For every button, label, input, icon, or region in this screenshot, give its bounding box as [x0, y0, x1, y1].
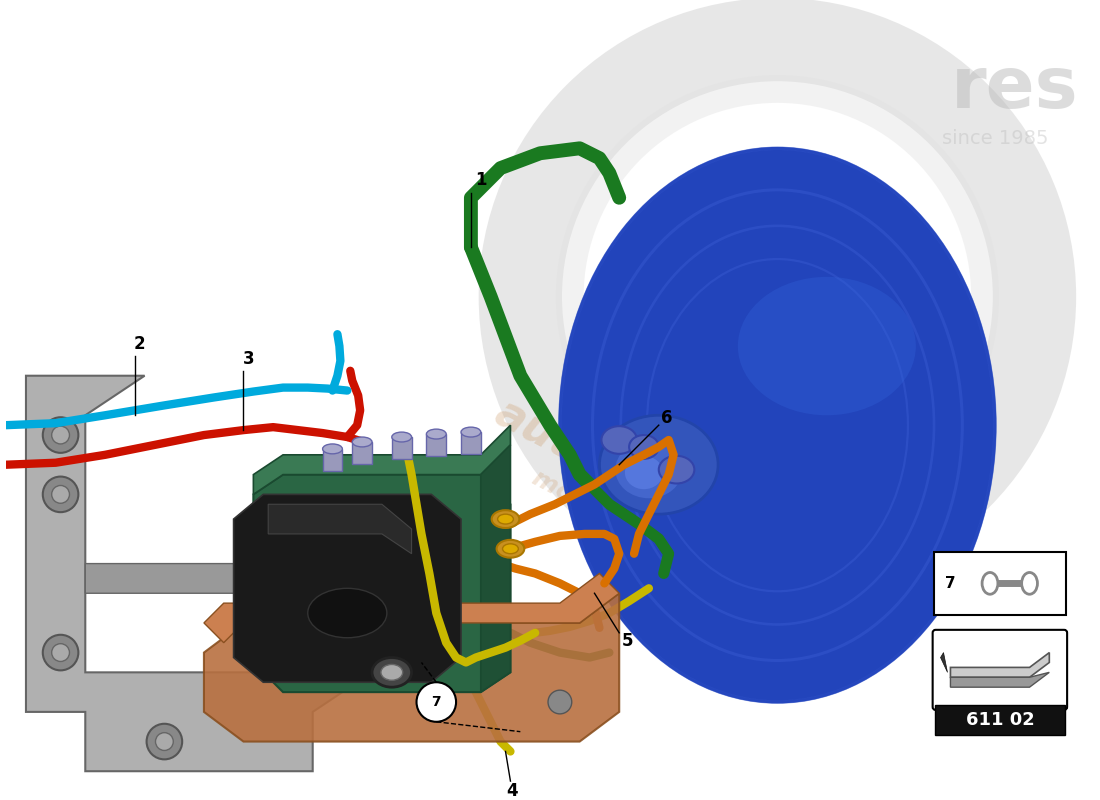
Ellipse shape [629, 435, 659, 458]
Ellipse shape [560, 148, 994, 702]
Text: 7: 7 [431, 695, 441, 709]
Polygon shape [233, 494, 461, 682]
Polygon shape [253, 474, 510, 692]
Ellipse shape [600, 415, 718, 514]
Circle shape [417, 682, 456, 722]
Polygon shape [204, 574, 619, 642]
Circle shape [52, 486, 69, 503]
FancyBboxPatch shape [935, 705, 1065, 734]
Circle shape [43, 634, 78, 670]
Circle shape [155, 733, 174, 750]
Circle shape [43, 418, 78, 453]
Circle shape [548, 690, 572, 714]
Ellipse shape [1022, 573, 1037, 594]
Bar [392, 437, 411, 458]
Polygon shape [950, 653, 1049, 678]
Polygon shape [481, 445, 510, 692]
Bar [461, 432, 481, 454]
Text: 6: 6 [661, 410, 672, 427]
Text: 5: 5 [621, 632, 632, 650]
Circle shape [52, 644, 69, 662]
Polygon shape [950, 672, 1049, 687]
Text: since 1985: since 1985 [942, 129, 1048, 148]
Polygon shape [253, 425, 510, 494]
FancyBboxPatch shape [933, 630, 1067, 710]
FancyBboxPatch shape [934, 552, 1066, 615]
Text: 3: 3 [243, 350, 254, 368]
Ellipse shape [392, 432, 411, 442]
Polygon shape [268, 504, 411, 554]
Bar [352, 442, 372, 464]
Text: 4: 4 [507, 782, 518, 800]
Text: autopartes: autopartes [487, 391, 751, 558]
Ellipse shape [624, 455, 663, 490]
Ellipse shape [322, 444, 342, 454]
Text: res: res [950, 54, 1078, 123]
Ellipse shape [372, 658, 411, 687]
Ellipse shape [982, 573, 998, 594]
Ellipse shape [497, 514, 514, 524]
Ellipse shape [659, 456, 694, 483]
Text: 2: 2 [134, 335, 145, 353]
Text: 611 02: 611 02 [966, 711, 1034, 729]
Circle shape [52, 426, 69, 444]
Bar [322, 449, 342, 470]
Circle shape [146, 724, 183, 759]
Ellipse shape [496, 540, 525, 558]
Ellipse shape [352, 437, 372, 447]
Text: motor parts since 1985: motor parts since 1985 [528, 466, 828, 641]
Ellipse shape [381, 665, 403, 680]
Ellipse shape [503, 544, 518, 554]
Bar [427, 434, 447, 456]
Ellipse shape [308, 588, 387, 638]
Text: 1: 1 [475, 171, 486, 189]
Text: 7: 7 [946, 576, 956, 591]
Ellipse shape [427, 429, 447, 439]
Ellipse shape [602, 426, 637, 454]
Ellipse shape [738, 277, 916, 415]
Ellipse shape [492, 510, 519, 528]
Polygon shape [26, 376, 342, 771]
Ellipse shape [614, 440, 683, 499]
Ellipse shape [461, 427, 481, 437]
Polygon shape [940, 653, 947, 672]
Polygon shape [86, 534, 312, 594]
Polygon shape [204, 594, 619, 742]
Circle shape [43, 477, 78, 512]
